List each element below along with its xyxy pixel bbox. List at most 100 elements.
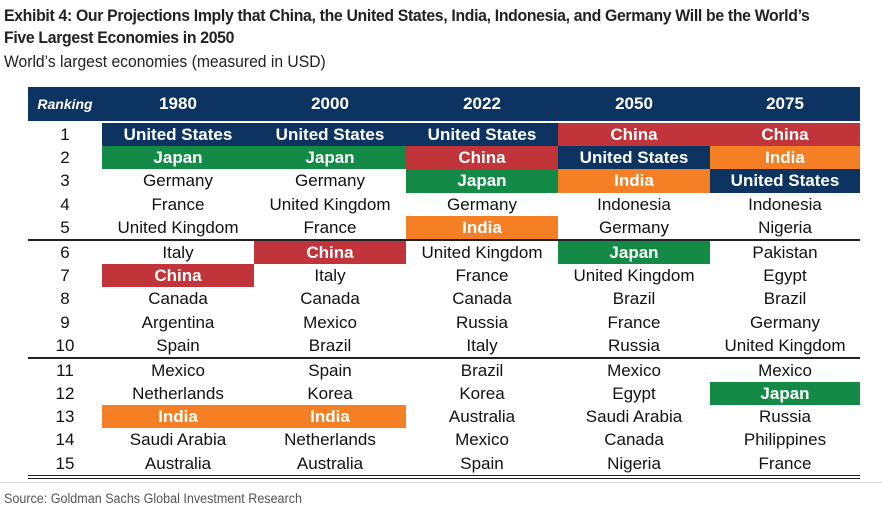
table-row: 15 Australia Australia Spain Nigeria France bbox=[28, 452, 860, 479]
country-cell: Nigeria bbox=[607, 453, 661, 473]
table-row: 11 Mexico Spain Brazil Mexico Mexico bbox=[28, 359, 860, 382]
country-cell: Japan bbox=[558, 240, 710, 265]
country-cell: India bbox=[710, 146, 860, 170]
country-cell: Canada bbox=[148, 289, 208, 309]
country-cell: France bbox=[455, 266, 509, 286]
country-cell: United States bbox=[558, 146, 710, 170]
year-header-1980: 1980 bbox=[159, 94, 197, 113]
rank-number: 8 bbox=[60, 289, 70, 309]
country-cell: Germany bbox=[447, 194, 517, 214]
exhibit-subtitle: World’s largest economies (measured in U… bbox=[4, 53, 326, 71]
country-cell: Spain bbox=[460, 453, 504, 473]
rank-number: 14 bbox=[55, 430, 75, 450]
country-cell: Russia bbox=[759, 407, 811, 427]
country-cell: Japan bbox=[710, 382, 860, 406]
country-cell: Egypt bbox=[612, 384, 656, 404]
rank-number: 1 bbox=[60, 125, 70, 144]
table-body: 1 United States United States United States… bbox=[28, 123, 860, 479]
table-row: 7 China Italy France United Kingdom Egypt bbox=[28, 264, 860, 288]
country-cell: Canada bbox=[604, 430, 664, 450]
source-note: Source: Goldman Sachs Global Investment … bbox=[4, 491, 302, 506]
country-cell: India bbox=[558, 169, 710, 193]
table-header: Ranking 1980 2000 2022 2050 2075 bbox=[28, 87, 860, 121]
country-cell: Indonesia bbox=[748, 194, 822, 214]
country-cell: China bbox=[254, 240, 406, 265]
country-cell: Saudi Arabia bbox=[585, 407, 683, 427]
country-cell: Korea bbox=[459, 384, 505, 404]
country-cell: United Kingdom bbox=[724, 335, 846, 355]
country-cell: China bbox=[558, 123, 710, 147]
rank-number: 6 bbox=[60, 242, 70, 262]
country-cell: India bbox=[406, 215, 558, 239]
country-cell: Japan bbox=[102, 146, 254, 170]
country-cell: Germany bbox=[143, 171, 213, 191]
country-cell: Canada bbox=[452, 289, 512, 309]
country-cell: Philippines bbox=[743, 430, 827, 450]
country-cell: Mexico bbox=[607, 360, 661, 380]
rank-number: 12 bbox=[55, 384, 75, 404]
country-cell: India bbox=[254, 405, 406, 429]
country-cell: Netherlands bbox=[284, 430, 376, 450]
country-cell: Spain bbox=[308, 360, 352, 380]
country-cell: Australia bbox=[296, 453, 364, 473]
country-cell: United States bbox=[102, 123, 254, 147]
table-row: 9 Argentina Mexico Russia France Germany bbox=[28, 311, 860, 334]
table-row: 1 United States United States United States… bbox=[28, 123, 860, 147]
country-cell: Mexico bbox=[303, 312, 357, 332]
economies-ranking-table: Ranking 1980 2000 2022 2050 2075 1 United… bbox=[28, 87, 860, 479]
country-cell: United States bbox=[710, 169, 860, 193]
country-cell: United States bbox=[254, 123, 406, 147]
rank-number: 7 bbox=[60, 266, 70, 286]
country-cell: United Kingdom bbox=[573, 266, 695, 286]
country-cell: Russia bbox=[608, 335, 660, 355]
table-row: 14 Saudi Arabia Netherlands Mexico Canada Phi… bbox=[28, 428, 860, 451]
country-cell: Spain bbox=[156, 335, 200, 355]
country-cell: Italy bbox=[162, 242, 194, 262]
country-cell: China bbox=[710, 123, 860, 147]
rank-number: 11 bbox=[56, 360, 74, 380]
country-cell: Mexico bbox=[758, 360, 812, 380]
country-cell: Italy bbox=[314, 266, 346, 286]
rank-number: 15 bbox=[55, 453, 75, 473]
country-cell: United Kingdom bbox=[421, 242, 543, 262]
country-cell: France bbox=[303, 217, 357, 237]
country-cell: India bbox=[102, 405, 254, 429]
country-cell: Russia bbox=[456, 312, 508, 332]
rank-number: 13 bbox=[55, 407, 75, 427]
country-cell: Germany bbox=[750, 312, 820, 332]
table-row: 3 Germany Germany Japan India United States bbox=[28, 169, 860, 193]
country-cell: Germany bbox=[295, 171, 365, 191]
rank-number: 5 bbox=[60, 217, 70, 237]
country-cell: France bbox=[607, 312, 661, 332]
country-cell: Mexico bbox=[455, 430, 509, 450]
country-cell: Brazil bbox=[308, 335, 352, 355]
rank-number: 9 bbox=[60, 312, 70, 332]
country-cell: Brazil bbox=[612, 289, 656, 309]
country-cell: China bbox=[102, 264, 254, 288]
table-row: 10 Spain Brazil Italy Russia United Kingdom bbox=[28, 334, 860, 359]
country-cell: Mexico bbox=[151, 360, 205, 380]
ranking-header: Ranking bbox=[37, 96, 93, 112]
country-cell: Egypt bbox=[763, 266, 807, 286]
country-cell: Canada bbox=[300, 289, 360, 309]
country-cell: Australia bbox=[144, 453, 212, 473]
rank-number: 4 bbox=[60, 194, 70, 214]
country-cell: Japan bbox=[254, 146, 406, 170]
country-cell: Germany bbox=[599, 217, 669, 237]
country-cell: Argentina bbox=[141, 312, 215, 332]
year-header-2050: 2050 bbox=[615, 94, 653, 113]
country-cell: Brazil bbox=[763, 289, 807, 309]
country-cell: France bbox=[758, 453, 812, 473]
country-cell: Nigeria bbox=[758, 217, 812, 237]
table-row: 4 France United Kingdom Germany Indonesia Ind… bbox=[28, 193, 860, 216]
country-cell: Pakistan bbox=[752, 242, 818, 262]
table-row: 5 United Kingdom France India Germany Nigeria bbox=[28, 215, 860, 241]
country-cell: China bbox=[406, 146, 558, 170]
table-row: 8 Canada Canada Canada Brazil Brazil bbox=[28, 287, 860, 310]
table-row: 2 Japan Japan China United States India bbox=[28, 146, 860, 170]
country-cell: Brazil bbox=[460, 360, 504, 380]
table-row: 13 India India Australia Saudi Arabia Russia bbox=[28, 405, 860, 429]
country-cell: United States bbox=[406, 123, 558, 147]
rank-number: 3 bbox=[60, 171, 70, 191]
country-cell: France bbox=[151, 194, 205, 214]
